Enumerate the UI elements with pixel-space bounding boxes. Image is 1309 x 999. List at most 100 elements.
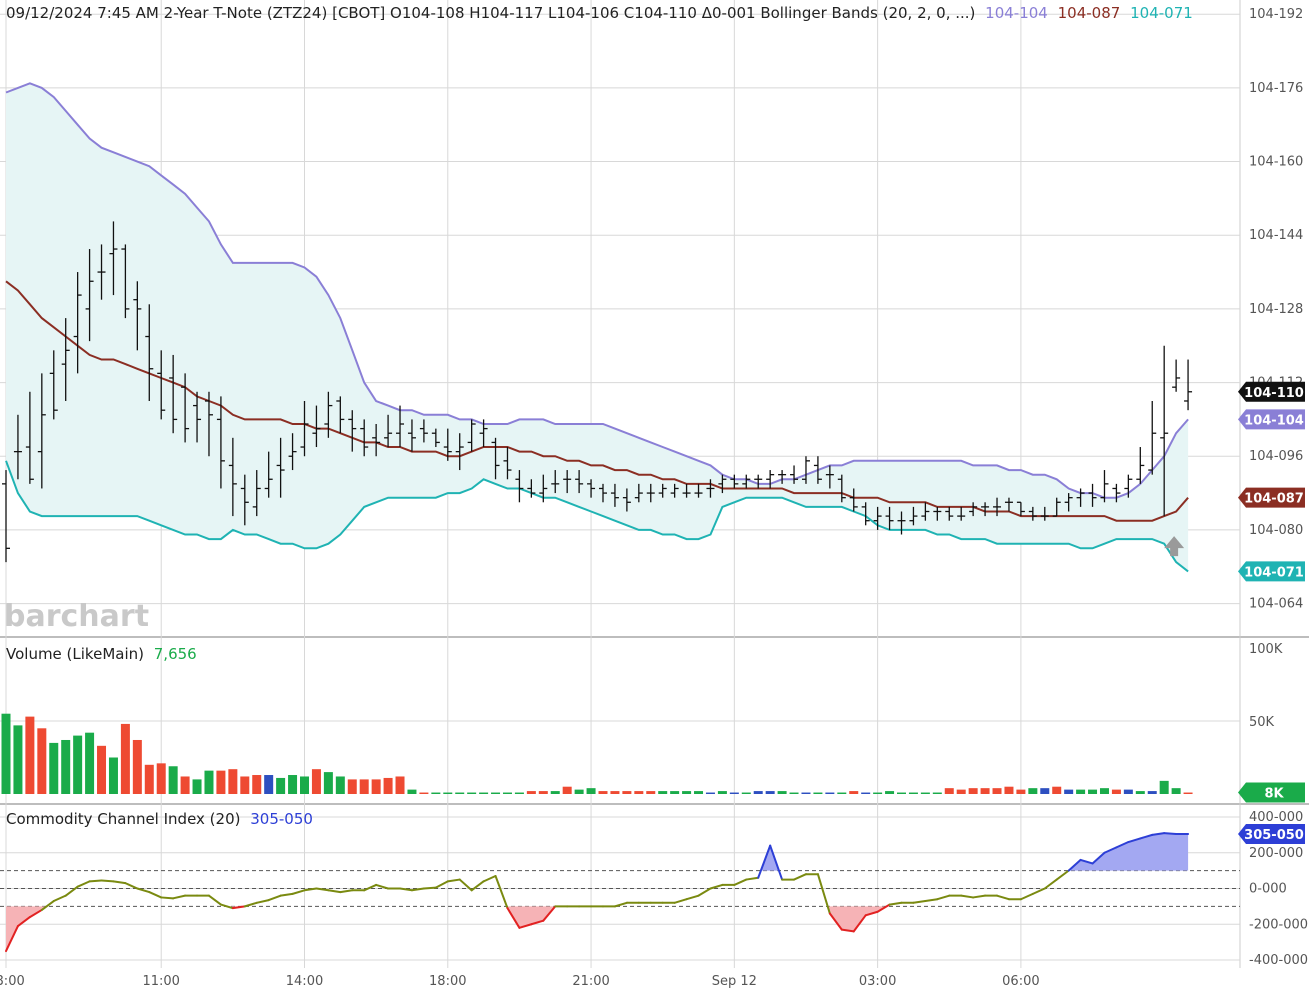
volume-bar: [1147, 791, 1157, 794]
volume-bar: [37, 728, 47, 794]
price-bar: [288, 433, 297, 471]
price-bar: [1016, 501, 1025, 517]
volume-bar: [383, 777, 393, 794]
volume-bar: [801, 792, 811, 794]
volume-bar: [108, 757, 118, 794]
cci-line-segment: [172, 894, 187, 900]
cci-oversold-fill: [6, 906, 887, 952]
volume-bar: [335, 776, 345, 794]
volume-bar: [49, 742, 59, 794]
cci-badge-bg: [1238, 823, 1305, 844]
volume-bar: [407, 789, 417, 794]
price-bar: [634, 483, 643, 503]
cci-badge: 305-050: [1238, 823, 1305, 844]
price-y-tick-label: 104-144: [1249, 228, 1303, 243]
volume-bar: [288, 775, 298, 794]
price-bar: [372, 424, 381, 457]
cci-line-segment: [160, 896, 175, 900]
header-bb-middle: 104-087: [1058, 4, 1121, 22]
cci-line-segment: [530, 919, 545, 926]
cci-line-segment: [1151, 832, 1166, 836]
cci-line-segment: [912, 900, 927, 904]
cci-overbought-fill: [760, 833, 1189, 871]
cci-line-segment: [482, 874, 497, 883]
cci-line-segment: [876, 903, 891, 913]
price-bar: [1136, 447, 1145, 484]
volume-bar: [323, 772, 333, 794]
volume-bar: [371, 779, 381, 794]
cci-line-segment: [279, 892, 294, 897]
cci-line-segment: [960, 894, 975, 899]
cci-line-segment: [793, 873, 807, 881]
volume-bar: [526, 791, 536, 794]
price-bar: [921, 502, 930, 521]
price-bar: [813, 456, 822, 484]
volume-bar: [873, 792, 883, 794]
price-bar: [981, 502, 990, 517]
price-bar: [443, 428, 452, 461]
volume-bar: [359, 779, 369, 794]
price-bar: [396, 405, 405, 448]
volume-bar: [670, 791, 680, 794]
price-bar: [204, 391, 213, 457]
cci-line-segment: [88, 879, 103, 883]
volume-bar: [837, 792, 847, 794]
price-bar: [694, 483, 703, 498]
cci-line-segment: [996, 894, 1010, 901]
cci-line-segment: [16, 916, 31, 928]
cci-line-segment: [231, 905, 246, 910]
price-bar: [861, 502, 870, 526]
price-bar: [2, 470, 10, 563]
volume-bar: [264, 775, 274, 794]
cci-line-segment: [458, 878, 473, 892]
volume-badge: 8K: [1238, 782, 1305, 803]
volume-bar: [1171, 788, 1181, 794]
cci-line-segment: [327, 889, 342, 894]
volume-bar: [765, 791, 775, 794]
cci-line-segment: [112, 880, 127, 885]
cci-line-segment: [673, 898, 688, 904]
cci-line-segment: [1055, 869, 1070, 881]
price-bar: [706, 479, 715, 498]
price-bar: [993, 497, 1002, 517]
x-tick-label: 06:00: [1002, 974, 1039, 989]
cci-y-tick-label: -400-000: [1249, 953, 1308, 968]
cci-line-segment: [1067, 858, 1082, 872]
cci-panel-title: Commodity Channel Index (20) 305-050: [6, 810, 313, 828]
last-price-badge: 104-110: [1238, 381, 1305, 402]
volume-bar: [1052, 786, 1062, 794]
volume-bar: [204, 770, 214, 794]
price-bar: [37, 373, 46, 489]
price-bar: [455, 433, 464, 471]
volume-bar: [1040, 788, 1050, 794]
bollinger-layer: [5, 82, 1189, 573]
chart-header: 09/12/2024 7:45 AM 2-Year T-Note (ZTZ24)…: [6, 4, 1193, 22]
cci-line-segment: [28, 908, 43, 919]
x-tick-label: 03:00: [859, 974, 896, 989]
price-bar: [1112, 483, 1121, 503]
cci-line-segment: [434, 880, 449, 889]
price-bar: [228, 437, 237, 517]
price-y-tick-label: 104-176: [1249, 81, 1303, 96]
volume-bar: [598, 791, 608, 794]
price-bar: [849, 488, 858, 512]
volume-bar: [132, 739, 142, 794]
up-arrow-icon: [1164, 536, 1185, 557]
price-bar: [957, 506, 966, 521]
volume-bar: [1004, 786, 1014, 794]
volume-bar: [825, 792, 835, 794]
volume-bar: [634, 791, 644, 794]
volume-bar: [97, 745, 107, 794]
volume-bar: [443, 792, 453, 794]
volume-bar: [717, 791, 727, 794]
volume-bar: [538, 791, 548, 794]
price-bar: [61, 318, 70, 401]
price-bar: [539, 474, 548, 503]
volume-bar: [61, 739, 71, 794]
price-bar: [324, 391, 333, 438]
price-bar: [169, 354, 178, 434]
cci-line-segment: [542, 905, 557, 922]
price-bar: [85, 249, 94, 342]
price-bar: [718, 474, 727, 494]
volume-bar: [85, 732, 95, 794]
